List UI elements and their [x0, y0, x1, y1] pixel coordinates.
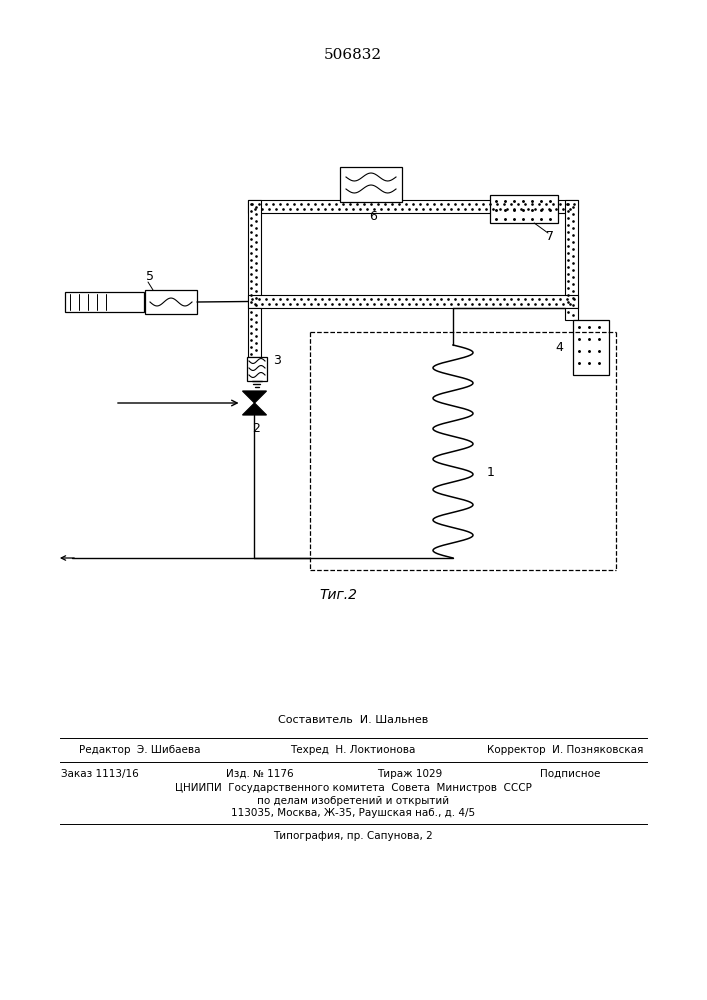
- Bar: [248, 200, 578, 213]
- Text: Составитель  И. Шальнев: Составитель И. Шальнев: [278, 715, 428, 725]
- Text: 2: 2: [252, 422, 260, 434]
- Bar: [248, 295, 578, 308]
- Text: 6: 6: [369, 210, 377, 223]
- Polygon shape: [243, 403, 267, 415]
- Bar: [248, 308, 261, 357]
- Text: 7: 7: [546, 231, 554, 243]
- Text: 4: 4: [555, 341, 563, 354]
- Text: Корректор  И. Позняковская: Корректор И. Позняковская: [487, 745, 643, 755]
- Text: 506832: 506832: [324, 48, 382, 62]
- Text: Подписное: Подписное: [540, 769, 600, 779]
- Bar: [65, 292, 144, 312]
- Text: 3: 3: [273, 355, 281, 367]
- Bar: [573, 320, 609, 375]
- Text: Заказ 1113/16: Заказ 1113/16: [61, 769, 139, 779]
- Bar: [490, 195, 558, 223]
- Text: 5: 5: [146, 270, 154, 284]
- Text: Изд. № 1176: Изд. № 1176: [226, 769, 294, 779]
- Text: Тираж 1029: Тираж 1029: [378, 769, 443, 779]
- Bar: [248, 200, 261, 308]
- Text: 113035, Москва, Ж-35, Раушская наб., д. 4/5: 113035, Москва, Ж-35, Раушская наб., д. …: [231, 808, 475, 818]
- Polygon shape: [243, 391, 267, 403]
- Text: Техред  Н. Локтионова: Техред Н. Локтионова: [291, 745, 416, 755]
- Text: по делам изобретений и открытий: по делам изобретений и открытий: [257, 796, 449, 806]
- Bar: [565, 200, 578, 308]
- Text: Типография, пр. Сапунова, 2: Типография, пр. Сапунова, 2: [273, 831, 433, 841]
- Bar: [565, 308, 578, 320]
- Text: Τиг.2: Τиг.2: [319, 588, 357, 602]
- Bar: [247, 357, 267, 381]
- Bar: [340, 167, 402, 202]
- Bar: [145, 290, 197, 314]
- Text: Редактор  Э. Шибаева: Редактор Э. Шибаева: [79, 745, 201, 755]
- Text: 1: 1: [487, 466, 495, 479]
- Text: ЦНИИПИ  Государственного комитета  Совета  Министров  СССР: ЦНИИПИ Государственного комитета Совета …: [175, 783, 532, 793]
